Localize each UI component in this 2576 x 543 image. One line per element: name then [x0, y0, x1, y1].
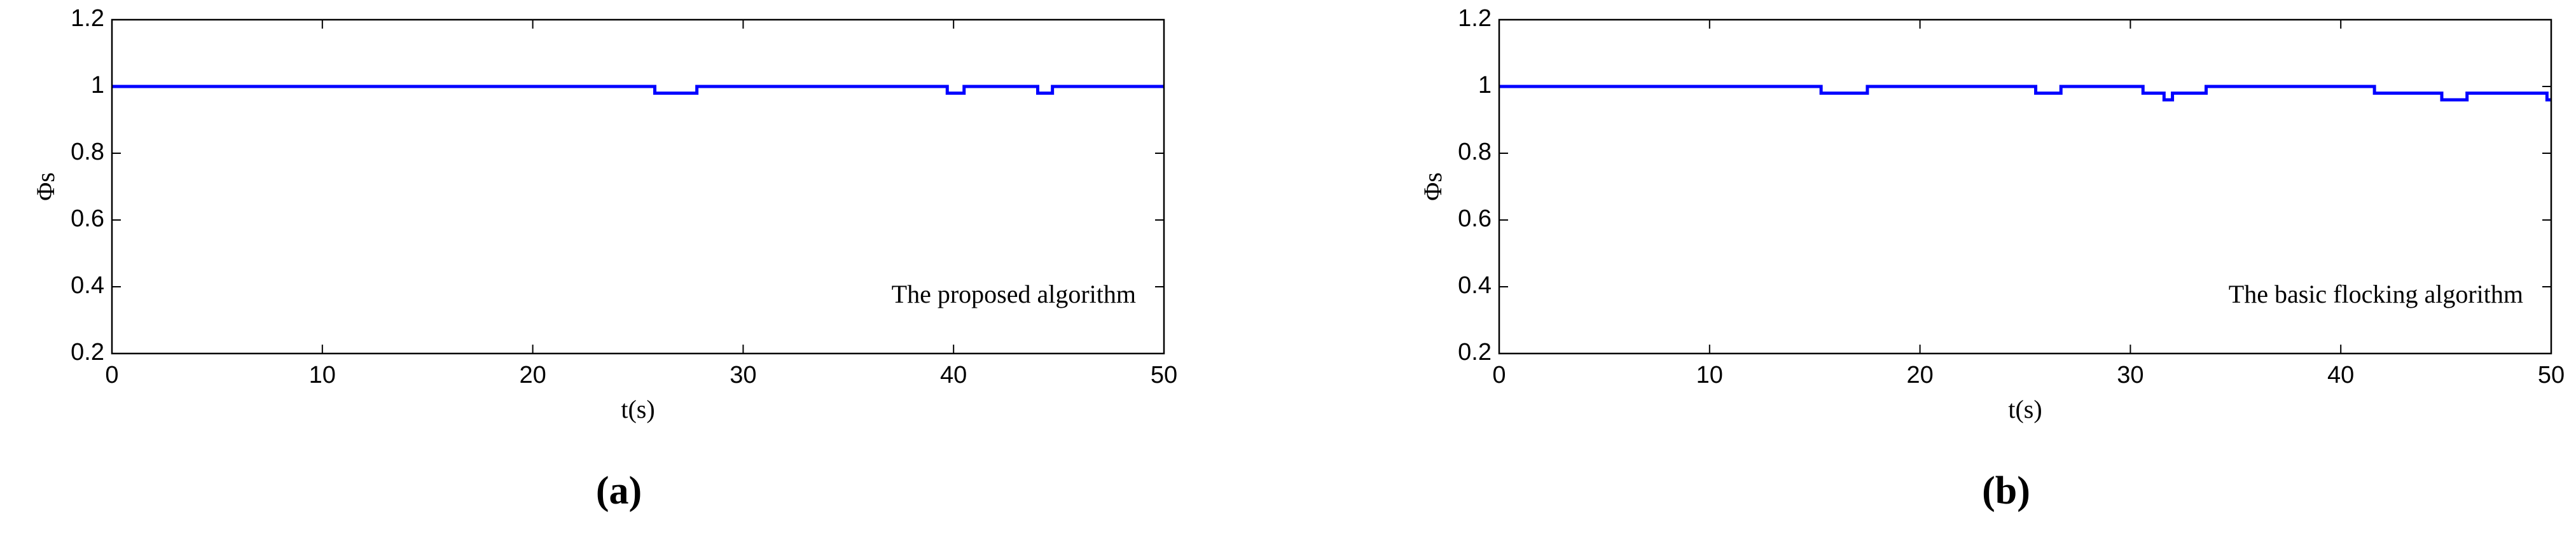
annotation: The basic flocking algorithm [2229, 280, 2523, 308]
y-tick-label: 1 [91, 72, 104, 99]
y-tick-label: 0.2 [1458, 339, 1492, 366]
x-tick-label: 0 [105, 362, 118, 388]
x-tick-label: 30 [730, 362, 756, 388]
x-tick-label: 50 [1151, 362, 1177, 388]
y-axis-label: Φs [1418, 172, 1447, 201]
y-tick-label: 0.6 [71, 205, 104, 232]
x-tick-label: 20 [1906, 362, 1933, 388]
x-tick-label: 0 [1492, 362, 1506, 388]
y-tick-label: 1.2 [71, 5, 104, 32]
x-tick-label: 40 [2327, 362, 2354, 388]
panel-label: (a) [596, 469, 642, 512]
annotation: The proposed algorithm [892, 280, 1136, 308]
y-tick-label: 0.2 [71, 339, 104, 366]
plot-area [112, 20, 1164, 354]
x-tick-label: 40 [940, 362, 967, 388]
x-tick-label: 30 [2117, 362, 2143, 388]
x-tick-label: 20 [519, 362, 546, 388]
y-tick-label: 1 [1478, 72, 1492, 99]
y-tick-label: 0.8 [1458, 139, 1492, 165]
data-line [112, 85, 1164, 95]
y-tick-label: 0.4 [1458, 272, 1492, 299]
axes-box [1498, 18, 2552, 355]
y-tick-label: 1.2 [1458, 5, 1492, 32]
axes-box [111, 18, 1165, 355]
y-tick-label: 0.4 [71, 272, 104, 299]
x-axis-label: t(s) [2008, 395, 2042, 423]
y-tick-label: 0.8 [71, 139, 104, 165]
x-axis-label: t(s) [621, 395, 654, 423]
x-tick-label: 10 [1696, 362, 1723, 388]
panel-label: (b) [1982, 469, 2030, 512]
y-axis-label: Φs [31, 172, 60, 201]
plot-area [1499, 20, 2551, 354]
y-tick-label: 0.6 [1458, 205, 1492, 232]
x-tick-label: 50 [2538, 362, 2565, 388]
data-line [1499, 85, 2551, 102]
x-tick-label: 10 [309, 362, 336, 388]
